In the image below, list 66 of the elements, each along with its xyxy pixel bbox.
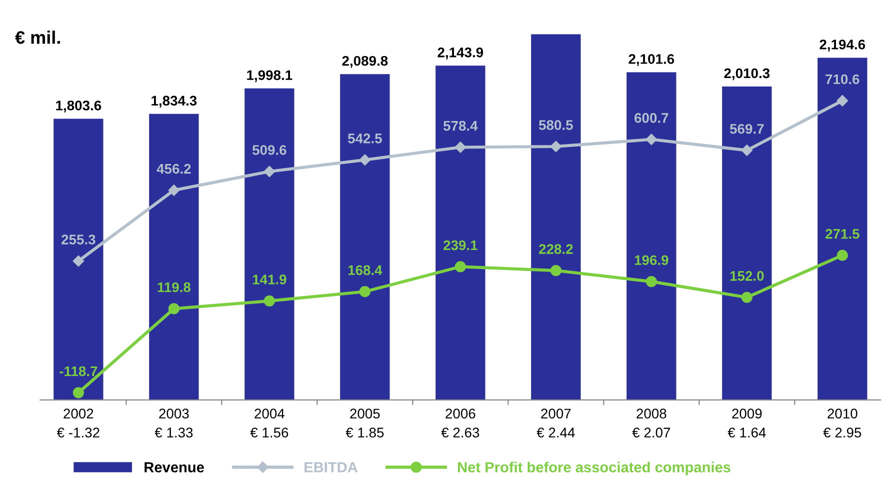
x-tick-label: 2002 € -1.32 (56, 408, 100, 438)
x-tick-label: 2005 € 1.85 (346, 408, 384, 438)
data-label: 2,101.6 (628, 54, 674, 66)
x-tick-label: 2003 € 1.33 (154, 408, 193, 438)
bar (340, 74, 390, 400)
point (264, 166, 276, 178)
point (454, 261, 466, 272)
data-label: 578.4 (443, 120, 478, 131)
data-label: 168.4 (348, 265, 382, 276)
bar (244, 88, 294, 400)
data-label: 255.3 (62, 234, 96, 244)
data-label: 600.7 (634, 113, 668, 123)
data-label: 710.6 (826, 74, 860, 84)
y-axis-title: € mil. (15, 30, 60, 44)
bar (54, 118, 104, 400)
x-tick-label: 2007 € 2.44 (536, 408, 575, 438)
data-label: 2,194.6 (820, 40, 866, 52)
point (741, 292, 752, 303)
data-label: 271.5 (825, 228, 860, 239)
x-tick-label: 2004 € 1.56 (250, 408, 288, 438)
data-label: 141.9 (252, 274, 286, 284)
bar (818, 58, 868, 400)
legend-label: Revenue (144, 462, 204, 472)
point (359, 286, 370, 298)
data-label: 580.5 (538, 120, 573, 130)
data-label: 239.1 (444, 240, 478, 250)
point (836, 95, 848, 106)
legend-label: EBITDA (304, 462, 358, 472)
point (454, 142, 466, 153)
data-label: 152.0 (730, 271, 764, 281)
data-label: 2,089.8 (342, 56, 388, 68)
data-label: 509.6 (252, 145, 286, 155)
legend-label: Net Profit before associated companies (458, 462, 730, 476)
point (168, 184, 180, 196)
point (836, 250, 848, 261)
bar (626, 72, 676, 400)
bar (436, 66, 486, 400)
point (550, 140, 562, 152)
data-label: 1,998.1 (247, 70, 292, 82)
bar (149, 114, 199, 400)
bar (531, 34, 581, 400)
data-label: 456.2 (156, 164, 191, 174)
data-label: 196.9 (634, 255, 668, 266)
data-label: 2,143.9 (438, 48, 484, 60)
data-label: 569.7 (730, 124, 764, 134)
point (264, 295, 275, 306)
data-label: 542.5 (348, 134, 382, 144)
data-label: 228.2 (539, 244, 573, 254)
point (359, 154, 371, 166)
point (550, 264, 562, 276)
data-label: 1,803.6 (56, 100, 102, 112)
point (72, 255, 84, 267)
point (646, 276, 657, 288)
data-label: -118.7 (60, 366, 98, 376)
x-tick-label: 2006 € 2.63 (441, 408, 480, 438)
point (646, 134, 658, 145)
x-tick-label: 2010 € 2.95 (823, 408, 862, 438)
x-tick-label: 2008 € 2.07 (632, 408, 670, 438)
point (72, 387, 84, 398)
point (741, 144, 752, 156)
bar (722, 86, 772, 400)
point (168, 303, 180, 314)
data-label: 2,010.3 (724, 68, 770, 80)
x-tick-label: 2009 € 1.64 (728, 408, 766, 438)
data-label: 1,834.3 (152, 96, 197, 108)
data-label: 119.8 (158, 282, 190, 292)
